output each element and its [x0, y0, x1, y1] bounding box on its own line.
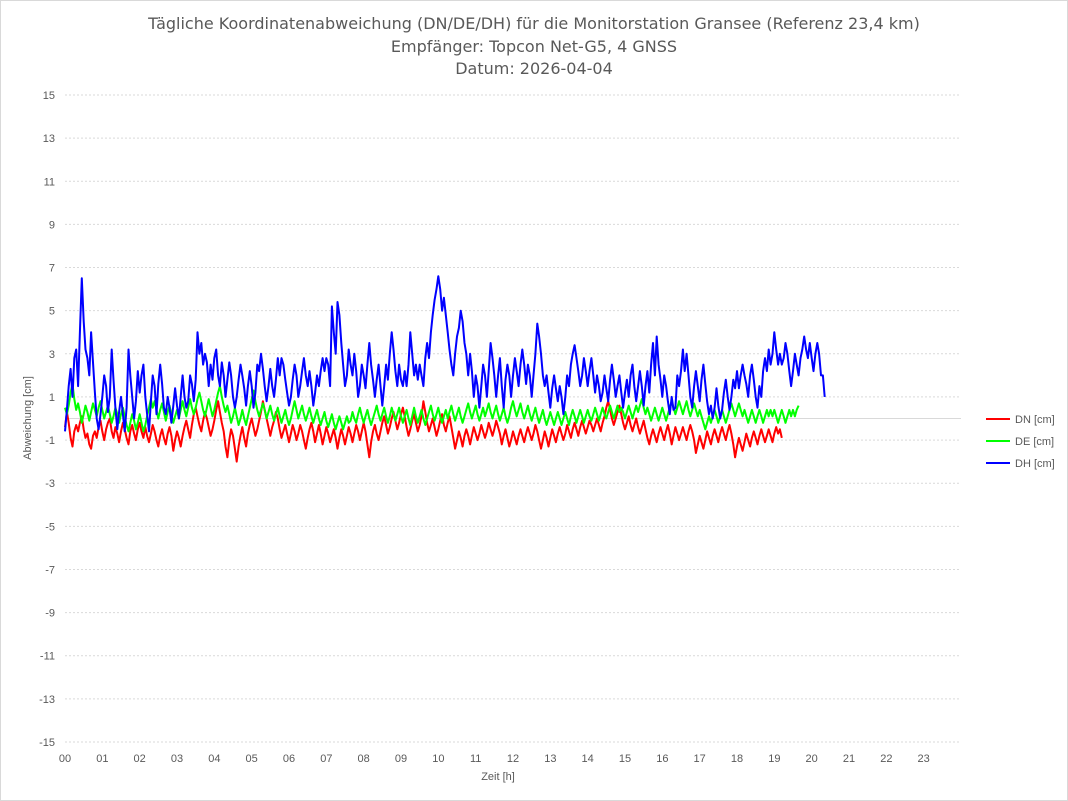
x-tick-label: 22	[880, 753, 892, 765]
legend-label-dh: DH [cm]	[1015, 458, 1055, 470]
x-tick-label: 10	[432, 753, 444, 765]
x-tick-label: 17	[694, 753, 706, 765]
x-tick-label: 18	[731, 753, 743, 765]
x-tick-label: 21	[843, 753, 855, 765]
x-tick-label: 00	[59, 753, 71, 765]
x-tick-label: 11	[470, 753, 481, 765]
y-tick-label: -15	[39, 737, 55, 749]
y-tick-label: -11	[40, 651, 55, 663]
series-line-de	[64, 383, 800, 433]
gridlines	[65, 94, 961, 743]
x-tick-label: 12	[507, 753, 519, 765]
y-tick-label: -7	[45, 564, 55, 576]
x-tick-label: 03	[171, 753, 183, 765]
y-tick-label: -13	[39, 694, 55, 706]
x-tick-label: 05	[246, 753, 258, 765]
x-tick-label: 09	[395, 753, 407, 765]
legend-label-de: DE [cm]	[1015, 436, 1054, 448]
y-tick-label: -1	[45, 435, 55, 447]
y-tick-label: 13	[43, 133, 55, 145]
x-tick-label: 04	[208, 753, 220, 765]
y-tick-label: 3	[49, 349, 55, 361]
y-tick-label: -3	[45, 478, 55, 490]
y-tick-label: 9	[49, 219, 55, 231]
y-axis-label: Abweichung [cm]	[22, 376, 34, 460]
x-tick-label: 19	[768, 753, 780, 765]
y-tick-label: 7	[49, 263, 55, 275]
series-line-dh	[64, 275, 826, 433]
title-line-2: Empfänger: Topcon Net-G5, 4 GNSS	[391, 37, 677, 56]
x-axis-label: Zeit [h]	[481, 771, 515, 783]
title-line-1: Tägliche Koordinatenabweichung (DN/DE/DH…	[147, 14, 920, 33]
x-tick-label: 15	[619, 753, 631, 765]
chart-title: Tägliche Koordinatenabweichung (DN/DE/DH…	[147, 14, 920, 78]
x-tick-label: 14	[582, 753, 594, 765]
x-tick-label: 23	[918, 753, 930, 765]
series-line-dn	[64, 400, 783, 463]
y-tick-label: 11	[44, 176, 55, 188]
series-lines	[64, 275, 826, 463]
x-tick-label: 16	[656, 753, 668, 765]
x-axis-ticks: 00 01 02 03 04 05 06 07 08 09 10 11 12 13 14 15 16 17 18 19…	[59, 753, 930, 765]
x-tick-label: 06	[283, 753, 295, 765]
legend-label-dn: DN [cm]	[1015, 414, 1055, 426]
y-axis-ticks: 15 13 11 9 7 5 3 1 -1 -3 -5 -7 -9 -11 -13 -15	[39, 90, 55, 749]
x-tick-label: 01	[96, 753, 108, 765]
x-tick-label: 02	[134, 753, 146, 765]
x-tick-label: 20	[806, 753, 818, 765]
y-tick-label: 1	[49, 392, 55, 404]
y-tick-label: -5	[45, 521, 55, 533]
title-line-3: Datum: 2026-04-04	[455, 59, 613, 78]
legend: DN [cm] DE [cm] DH [cm]	[986, 414, 1055, 470]
x-tick-label: 08	[358, 753, 370, 765]
y-tick-label: -9	[45, 608, 55, 620]
x-tick-label: 07	[320, 753, 332, 765]
y-tick-label: 15	[43, 90, 55, 102]
y-tick-label: 5	[49, 306, 55, 318]
x-tick-label: 13	[544, 753, 556, 765]
